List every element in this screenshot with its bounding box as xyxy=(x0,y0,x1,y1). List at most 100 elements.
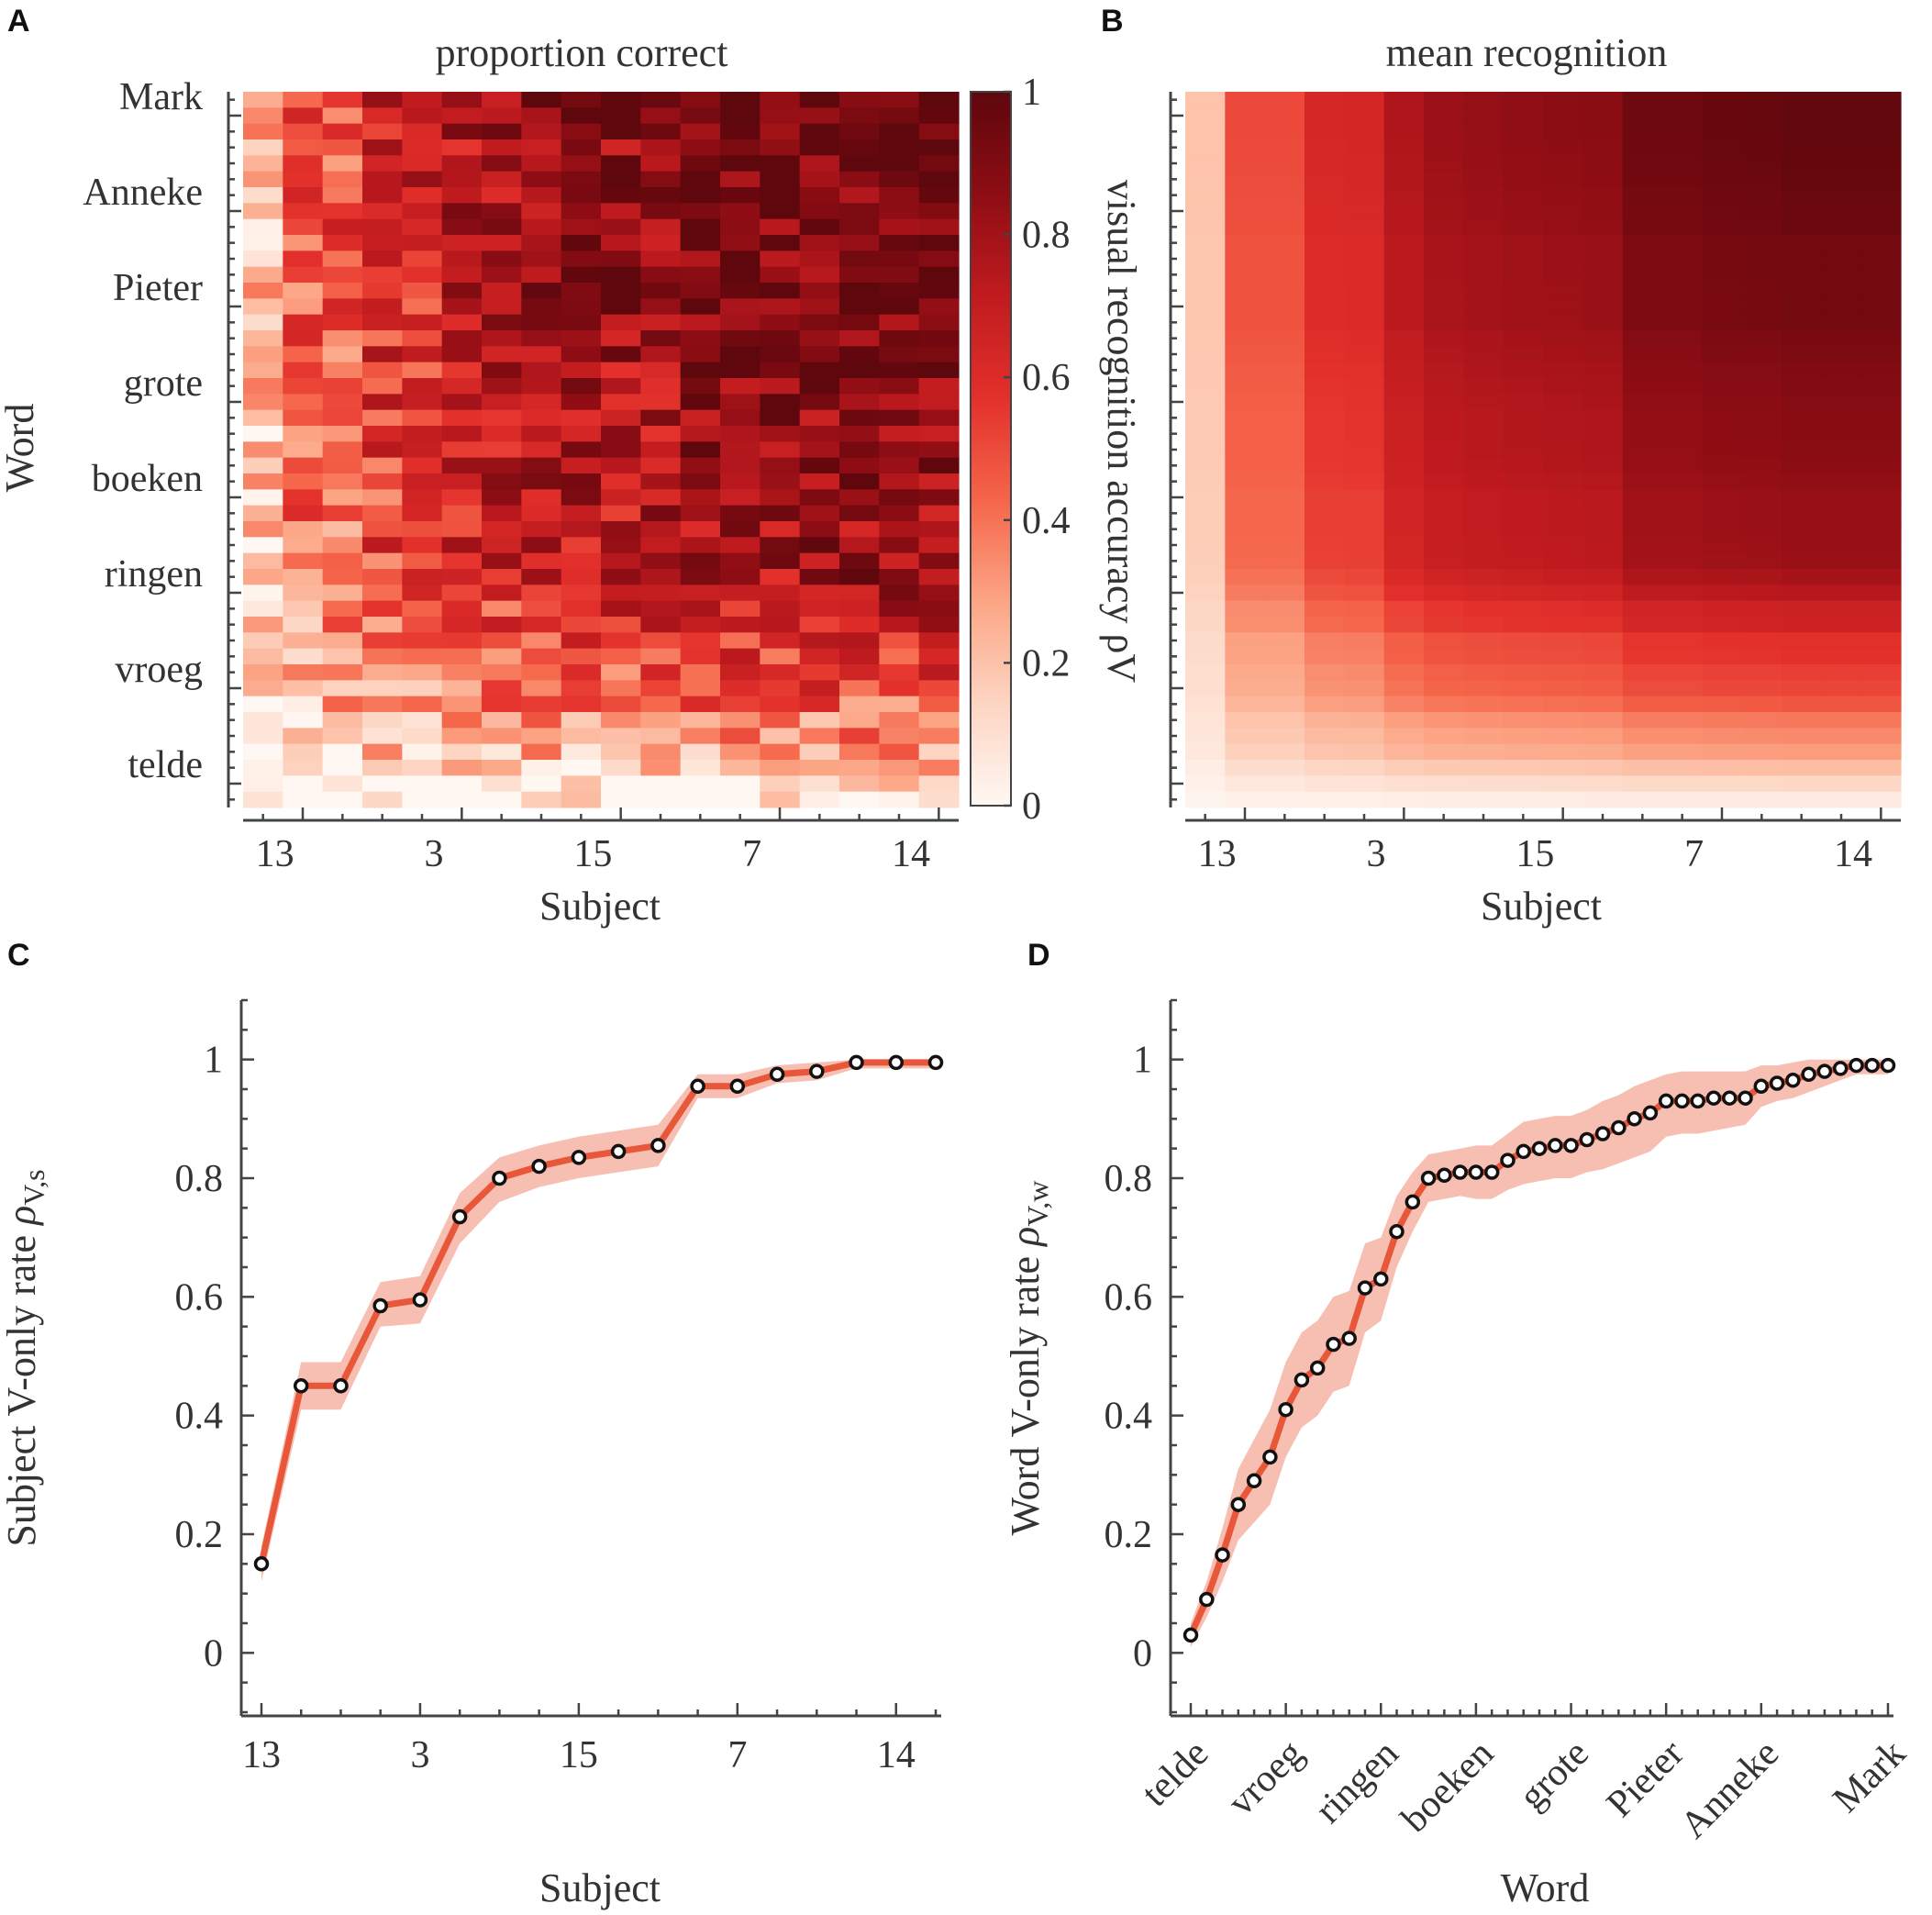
heatmap-b-cell xyxy=(1264,775,1305,793)
x-tick-label: Anneke xyxy=(1672,1732,1787,1847)
heatmap-b-cell xyxy=(1782,473,1822,490)
heatmap-b-cell xyxy=(1264,441,1305,459)
heatmap-b-cell xyxy=(1225,139,1266,156)
heatmap-a-cell xyxy=(521,696,562,713)
heatmap-a-cell xyxy=(362,585,403,602)
heatmap-b-cell xyxy=(1344,426,1385,442)
heatmap-b-cell xyxy=(1821,426,1862,442)
heatmap-b-cell xyxy=(1741,139,1782,156)
heatmap-a-cell xyxy=(482,791,522,808)
heatmap-a-cell xyxy=(283,330,324,347)
heatmap-a-cell xyxy=(322,473,363,490)
heatmap-b-cell xyxy=(1662,775,1703,793)
heatmap-b-cell xyxy=(1383,298,1425,316)
data-point xyxy=(1199,1591,1215,1608)
heatmap-a-cell xyxy=(760,171,801,188)
heatmap-b-cell xyxy=(1383,139,1425,156)
heatmap-b-cell xyxy=(1821,473,1862,490)
heatmap-b-cell xyxy=(1503,775,1544,793)
x-tick-label: 15 xyxy=(1516,833,1554,875)
heatmap-b-cell xyxy=(1702,171,1743,188)
heatmap-a-cell xyxy=(640,218,682,236)
heatmap-b-cell xyxy=(1543,632,1583,650)
heatmap-a-cell xyxy=(601,569,641,585)
heatmap-a-cell xyxy=(362,235,403,251)
heatmap-a-cell xyxy=(561,600,602,618)
panel-a-title: proportion correct xyxy=(436,30,728,75)
heatmap-b-cell xyxy=(1860,505,1902,522)
heatmap-a-cell xyxy=(322,107,363,125)
heatmap-b-cell xyxy=(1543,409,1583,427)
heatmap-b-cell xyxy=(1860,712,1902,729)
heatmap-a-cell xyxy=(839,330,880,347)
heatmap-a-cell xyxy=(441,362,483,379)
heatmap-b-cell xyxy=(1821,648,1862,665)
heatmap-a-cell xyxy=(839,680,880,697)
heatmap-b-cell xyxy=(1543,155,1583,173)
heatmap-a-cell xyxy=(283,473,324,490)
heatmap-b-cell xyxy=(1622,760,1663,776)
heatmap-a-cell xyxy=(243,473,283,490)
heatmap-b-cell xyxy=(1463,457,1505,474)
heatmap-a-cell xyxy=(680,617,721,633)
heatmap-b-cell xyxy=(1185,537,1226,554)
heatmap-b-cell xyxy=(1821,409,1862,427)
heatmap-b-cell xyxy=(1344,139,1385,156)
heatmap-a-cell xyxy=(839,409,880,427)
heatmap-a-cell xyxy=(482,600,522,618)
heatmap-a-cell xyxy=(322,298,363,316)
heatmap-a-cell xyxy=(322,600,363,618)
heatmap-b-cell xyxy=(1305,505,1345,522)
data-point xyxy=(571,1150,587,1165)
heatmap-a-cell xyxy=(918,426,960,442)
heatmap-a-cell xyxy=(601,791,641,808)
heatmap-a-cell xyxy=(243,791,283,808)
heatmap-b-cell xyxy=(1383,664,1425,681)
heatmap-a-cell xyxy=(601,378,641,395)
heatmap-b-cell xyxy=(1264,155,1305,173)
heatmap-a-cell xyxy=(402,139,443,156)
heatmap-b-cell xyxy=(1741,171,1782,188)
heatmap-a-cell xyxy=(760,521,801,538)
heatmap-b-cell xyxy=(1344,632,1385,650)
heatmap-a-cell xyxy=(322,123,363,140)
heatmap-a-cell xyxy=(879,712,920,729)
heatmap-a-cell xyxy=(441,378,483,395)
heatmap-a-cell xyxy=(482,378,522,395)
heatmap-a-cell xyxy=(362,171,403,188)
heatmap-b-cell xyxy=(1225,409,1266,427)
heatmap-a-cell xyxy=(482,648,522,665)
heatmap-a-cell xyxy=(879,473,920,490)
data-point xyxy=(492,1170,507,1186)
heatmap-b-cell xyxy=(1662,139,1703,156)
heatmap-a-cell xyxy=(362,775,403,793)
heatmap-a-cell xyxy=(402,107,443,125)
heatmap-b-cell xyxy=(1860,473,1902,490)
heatmap-b-cell xyxy=(1424,569,1464,585)
heatmap-b-cell xyxy=(1344,298,1385,316)
heatmap-a-cell xyxy=(482,155,522,173)
heatmap-a-cell xyxy=(918,537,960,554)
heatmap-b-cell xyxy=(1543,664,1583,681)
heatmap-a-cell xyxy=(322,139,363,156)
heatmap-a-cell xyxy=(799,107,840,125)
y-tick-label: 0.6 xyxy=(1105,1276,1153,1319)
heatmap-b-cell xyxy=(1424,362,1464,379)
data-point xyxy=(650,1138,666,1153)
heatmap-a-cell xyxy=(283,107,324,125)
heatmap-b-cell xyxy=(1702,266,1743,284)
heatmap-a-cell xyxy=(799,457,840,474)
heatmap-a-cell xyxy=(482,552,522,570)
heatmap-a-cell xyxy=(839,569,880,585)
heatmap-b-cell xyxy=(1782,521,1822,538)
heatmap-a-cell xyxy=(879,139,920,156)
heatmap-a-cell xyxy=(601,298,641,316)
heatmap-a-cell xyxy=(283,235,324,251)
heatmap-b-cell xyxy=(1582,362,1624,379)
heatmap-b-cell xyxy=(1702,441,1743,459)
heatmap-b-cell xyxy=(1424,394,1464,411)
heatmap-b-cell xyxy=(1860,775,1902,793)
heatmap-b-cell xyxy=(1503,123,1544,140)
data-point xyxy=(1864,1057,1880,1074)
heatmap-a-cell xyxy=(720,187,761,204)
